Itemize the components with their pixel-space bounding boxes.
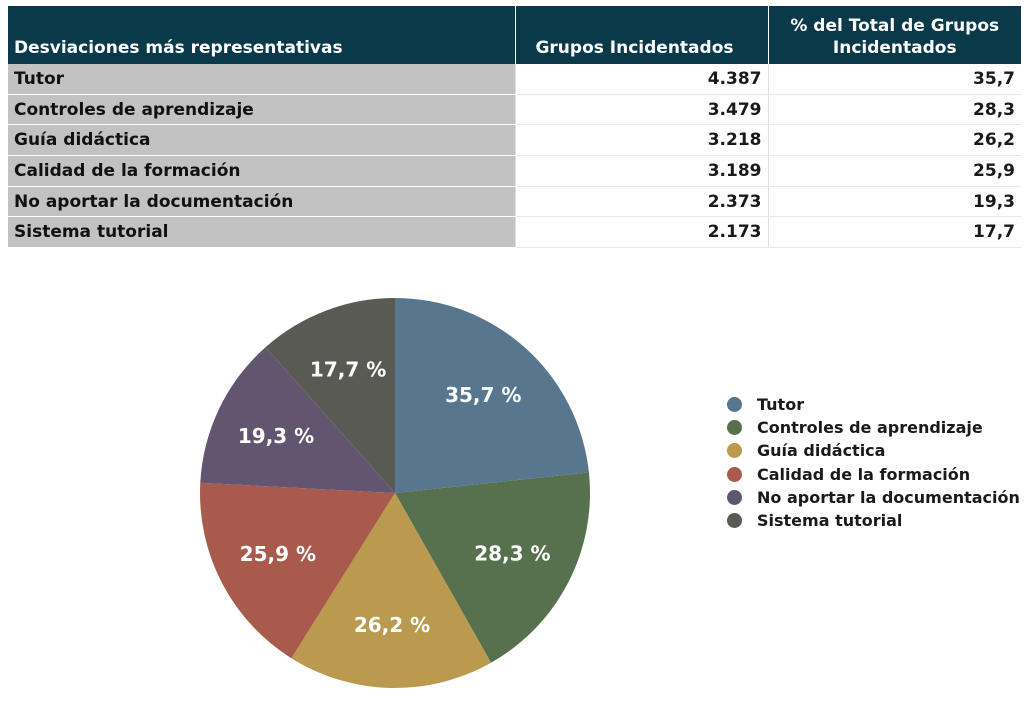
legend-item: Guía didáctica	[727, 439, 1020, 462]
row-label: Tutor	[8, 64, 515, 95]
row-percent: 26,2	[767, 124, 1021, 157]
pie-slice-label-4: 25,9 %	[240, 542, 316, 566]
row-percent: 17,7	[767, 216, 1021, 249]
table-row: Calidad de la formación 3.189 25,9	[8, 155, 1021, 187]
legend-item: Sistema tutorial	[727, 509, 1020, 532]
row-percent: 28,3	[767, 94, 1021, 126]
data-table-container: Desviaciones más representativas Grupos …	[8, 6, 1021, 249]
pie-chart: 35,7 % 28,3 % 26,2 % 25,9 % 19,3 % 17,7 %	[200, 298, 590, 688]
legend-swatch	[727, 466, 742, 482]
pie-slice-2	[395, 472, 590, 663]
legend-label: Sistema tutorial	[757, 511, 903, 531]
legend-item: No aportar la documentación	[727, 486, 1020, 509]
row-groups: 3.479	[514, 94, 768, 126]
legend-label: Tutor	[757, 395, 805, 415]
legend-item: Tutor	[727, 393, 1020, 416]
row-groups: 2.173	[514, 216, 768, 249]
row-percent: 35,7	[767, 64, 1021, 95]
table-row: Tutor 4.387 35,7	[8, 64, 1021, 95]
legend-swatch	[727, 513, 742, 529]
legend-label: No aportar la documentación	[757, 487, 1020, 507]
row-groups: 2.373	[514, 186, 768, 218]
pie-slice-label-6: 17,7 %	[310, 358, 386, 382]
deviations-table: Desviaciones más representativas Grupos …	[8, 6, 1021, 249]
legend-swatch	[727, 443, 742, 459]
table-row: No aportar la documentación 2.373 19,3	[8, 186, 1021, 218]
row-label: Guía didáctica	[8, 124, 515, 157]
header-deviations: Desviaciones más representativas	[8, 6, 516, 64]
table-header-row: Desviaciones más representativas Grupos …	[8, 6, 1021, 64]
row-groups: 3.218	[514, 124, 768, 157]
pie-slice-label-5: 19,3 %	[238, 424, 314, 448]
row-label: Controles de aprendizaje	[8, 94, 515, 126]
header-percent: % del Total de Grupos Incidentados	[768, 6, 1021, 64]
pie-slice-5	[200, 347, 395, 493]
row-percent: 19,3	[767, 186, 1021, 218]
row-label: Sistema tutorial	[8, 216, 515, 249]
pie-slice-6	[265, 298, 395, 493]
row-groups: 4.387	[514, 64, 768, 95]
pie-slice-label-2: 28,3 %	[474, 541, 550, 565]
row-label: No aportar la documentación	[8, 186, 515, 218]
legend-swatch	[727, 397, 742, 413]
table-row: Guía didáctica 3.218 26,2	[8, 124, 1021, 157]
pie-slice-label-1: 35,7 %	[445, 383, 521, 407]
header-groups: Grupos Incidentados	[515, 6, 769, 64]
row-percent: 25,9	[767, 155, 1021, 187]
legend-label: Calidad de la formación	[757, 464, 971, 484]
legend-label: Guía didáctica	[757, 441, 886, 461]
legend-label: Controles de aprendizaje	[757, 418, 983, 438]
pie-slice-3	[291, 493, 492, 688]
chart-legend: Tutor Controles de aprendizaje Guía didáct…	[727, 393, 1020, 532]
pie-slice-label-3: 26,2 %	[354, 613, 430, 637]
legend-swatch	[727, 420, 742, 436]
legend-swatch	[727, 489, 742, 505]
legend-item: Controles de aprendizaje	[727, 416, 1020, 439]
pie-slice-4	[200, 482, 395, 659]
legend-item: Calidad de la formación	[727, 463, 1020, 486]
row-label: Calidad de la formación	[8, 155, 515, 187]
table-row: Controles de aprendizaje 3.479 28,3	[8, 94, 1021, 126]
pie-slice-1	[395, 298, 589, 493]
row-groups: 3.189	[514, 155, 768, 187]
table-row: Sistema tutorial 2.173 17,7	[8, 216, 1021, 249]
